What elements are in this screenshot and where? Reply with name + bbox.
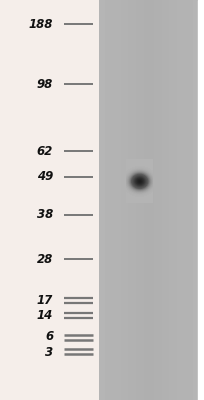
Text: 188: 188 (29, 18, 53, 30)
Text: 28: 28 (37, 253, 53, 266)
Text: 62: 62 (37, 145, 53, 158)
Text: 49: 49 (37, 170, 53, 183)
Text: 98: 98 (37, 78, 53, 90)
Bar (0, 0, 99, 400)
Text: 6: 6 (45, 330, 53, 343)
Bar (198, 0, 204, 400)
Text: 14: 14 (37, 309, 53, 322)
Text: 3: 3 (45, 346, 53, 359)
Text: 17: 17 (37, 294, 53, 307)
Text: 38: 38 (37, 208, 53, 221)
